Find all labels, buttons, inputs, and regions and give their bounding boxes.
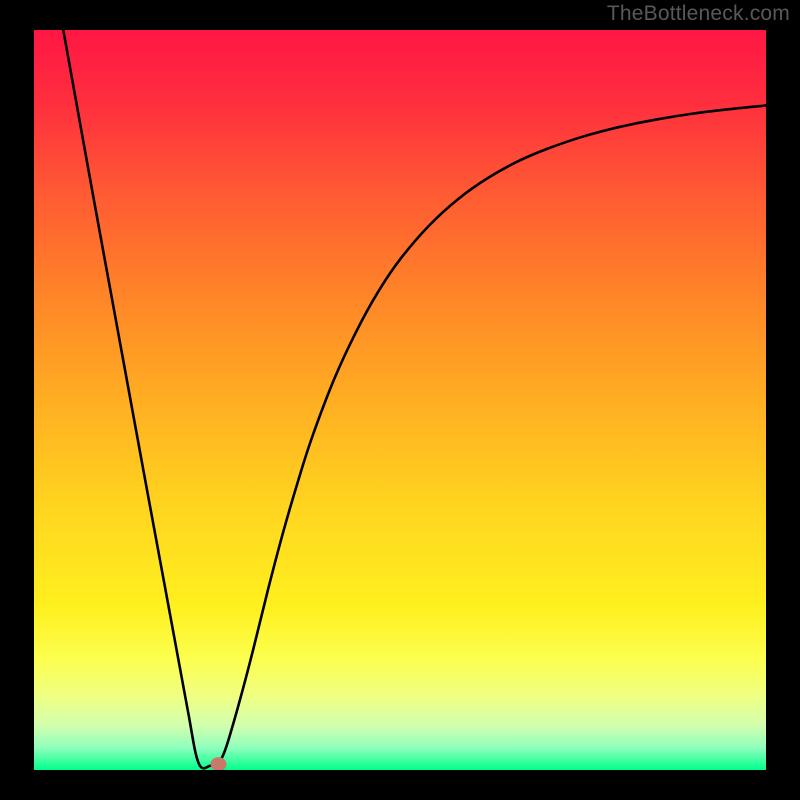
bottleneck-chart: TheBottleneck.com [0,0,800,800]
plot-area [34,30,766,770]
bottleneck-curve [63,30,766,768]
optimum-marker [210,757,226,770]
watermark-text: TheBottleneck.com [607,2,790,26]
curve-layer [34,30,766,770]
